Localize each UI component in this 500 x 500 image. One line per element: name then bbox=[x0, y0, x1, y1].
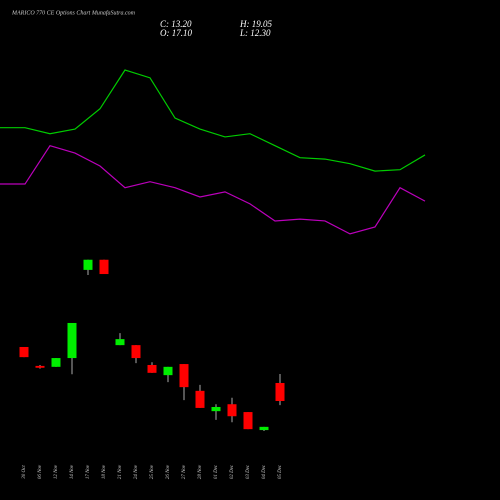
indicator-line bbox=[0, 145, 426, 235]
high-label: H: 19.05 bbox=[239, 19, 272, 29]
x-tick-label: 12 Nov bbox=[54, 464, 59, 479]
x-tick-label: 05 Dec bbox=[278, 464, 283, 479]
x-tick-label: 17 Nov bbox=[86, 464, 91, 479]
x-tick-label: 24 Nov bbox=[134, 464, 139, 479]
x-tick-label: 03 Dec bbox=[246, 464, 251, 479]
candle-body bbox=[99, 259, 109, 275]
candle-body bbox=[195, 390, 205, 408]
x-tick-label: 28 Nov bbox=[198, 464, 203, 479]
candle-body bbox=[259, 426, 269, 431]
x-tick-label: 26 Nov bbox=[166, 464, 171, 479]
x-tick-label: 04 Dec bbox=[262, 464, 267, 479]
candle-body bbox=[67, 322, 77, 359]
x-tick-label: 18 Nov bbox=[102, 464, 107, 479]
candle-body bbox=[163, 366, 173, 376]
x-tick-label: 30 Oct bbox=[22, 465, 27, 479]
close-label: C: 13.20 bbox=[160, 19, 192, 29]
candle-body bbox=[211, 406, 221, 412]
indicator-line bbox=[0, 69, 426, 172]
candle-body bbox=[131, 345, 141, 359]
candle-body bbox=[35, 365, 45, 368]
open-label: O: 17.10 bbox=[160, 28, 192, 38]
candle-body bbox=[147, 364, 157, 373]
x-tick-label: 25 Nov bbox=[150, 464, 155, 479]
x-tick-label: 21 Nov bbox=[118, 464, 123, 479]
x-tick-label: 02 Dec bbox=[230, 464, 235, 479]
candle-body bbox=[227, 404, 237, 417]
candle-body bbox=[243, 412, 253, 430]
x-tick-label: 06 Nov bbox=[38, 464, 43, 479]
x-tick-label: 14 Nov bbox=[70, 464, 75, 479]
x-tick-label: 01 Dec bbox=[214, 464, 219, 479]
candle-body bbox=[179, 364, 189, 388]
low-label: L: 12.30 bbox=[239, 28, 271, 38]
x-tick-label: 27 Nov bbox=[182, 464, 187, 479]
candle-body bbox=[115, 339, 125, 346]
candle-body bbox=[51, 358, 61, 367]
chart-title: MARICO 770 CE Options Chart MunafaSutra.… bbox=[11, 9, 136, 16]
candle-body bbox=[83, 259, 93, 270]
candle-body bbox=[19, 346, 29, 358]
candle-body bbox=[275, 382, 285, 401]
